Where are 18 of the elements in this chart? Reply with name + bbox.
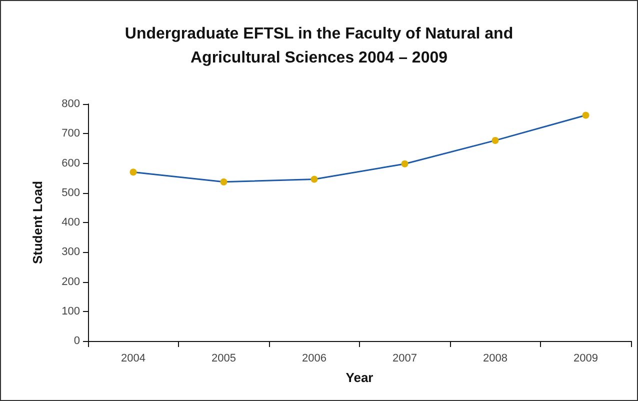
y-tick-label: 0	[74, 335, 80, 347]
y-tick-label: 200	[62, 276, 80, 288]
x-axis-title: Year	[346, 370, 374, 385]
x-tick-label: 2006	[302, 352, 326, 364]
x-tick-label: 2008	[483, 352, 508, 364]
y-axis-title: Student Load	[30, 180, 45, 264]
y-tick-label: 700	[62, 128, 80, 140]
x-tick-label: 2009	[574, 352, 598, 364]
y-tick-label: 500	[62, 186, 80, 199]
y-tick-label: 800	[62, 98, 80, 110]
y-tick-label: 300	[62, 246, 80, 258]
y-tick-label: 400	[62, 216, 80, 228]
chart-title: Undergraduate EFTSL in the Faculty of Natural and Agricultural Sciences 2004 – 2009	[124, 26, 514, 66]
x-tick-label: 2005	[212, 352, 236, 364]
y-tick-label: 100	[62, 305, 80, 318]
x-tick-label: 2007	[392, 352, 417, 364]
y-tick-label: 600	[62, 157, 80, 170]
x-tick-label: 2004	[121, 352, 146, 364]
